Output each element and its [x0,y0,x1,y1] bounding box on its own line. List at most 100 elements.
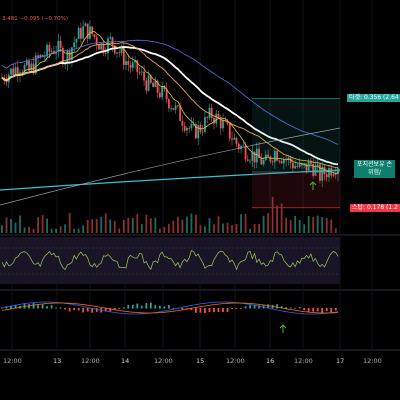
time-axis-tick: 12:00 [154,357,173,365]
candle-body [337,168,339,175]
macd-histogram-bar [41,304,44,309]
candle-body [197,125,200,139]
target-zone [252,98,340,172]
macd-histogram-bar [217,308,220,312]
volume-bar [186,216,188,233]
candle-body [46,44,49,57]
macd-histogram-bar [325,308,328,312]
candle-body [235,137,238,144]
macd-histogram-bar [127,304,130,309]
volume-bar [50,228,53,233]
volume-bar [231,225,233,233]
candle-body [192,123,195,125]
volume-bar [95,219,98,233]
position-label[interactable]: 포지션보유 손 위험/ [354,160,396,178]
volume-bar [149,218,152,233]
volume-bar [55,228,58,233]
volume-bar [280,203,283,233]
candle-body [305,163,308,171]
volume-bar [41,215,44,233]
macd-histogram-bar [303,308,306,311]
candle-body [244,145,247,160]
volume-bar [109,219,112,233]
candle-body [215,113,218,124]
rsi-line [1,249,339,271]
macd-histogram-bar [109,308,112,312]
time-axis-tick: 12:00 [81,357,100,365]
candle-body [280,161,283,164]
volume-bar [113,221,116,233]
candle-body [138,71,141,73]
macd-histogram-bar [145,303,148,309]
macd-histogram-bar [158,305,161,309]
candle-body [19,72,21,76]
macd-histogram-bar [73,308,76,311]
candle-body [143,71,145,81]
volume-bar [23,227,26,233]
candle-body [95,37,98,45]
volume-bar [298,220,301,233]
candle-body [208,107,211,118]
volume-bar [104,213,107,233]
volume-bar [217,216,220,233]
candle-body [98,44,100,50]
volume-bar [316,215,319,233]
candle-body [32,63,35,74]
candle-body [291,162,294,169]
volume-bar [59,226,62,233]
ma-gray-line [0,127,341,206]
candle-body [147,75,150,91]
candle-body [140,71,143,73]
candle-body [152,82,154,88]
macd-histogram-bar [163,306,166,309]
volume-bar [86,219,89,233]
candle-body [104,52,107,54]
candle-body [59,40,62,48]
candle-body [156,80,159,93]
candle-body [64,63,67,65]
volume-bar [199,225,202,233]
volume-bar [330,219,333,233]
candle-body [271,161,274,163]
macd-histogram-bar [267,304,269,309]
macd-histogram-bar [23,303,26,309]
macd-histogram-bar [131,304,134,309]
macd-histogram-bar [298,307,301,309]
stop-label-text: 스탑: 0.178 (1.2 [352,203,398,211]
candle-body [246,159,249,161]
candle-body [289,157,292,163]
volume-bar [276,205,279,233]
candle-body [328,168,330,178]
time-axis-tick: 16 [266,357,275,365]
candle-body [301,163,303,166]
candle-body [206,117,209,118]
candle-body [310,160,312,164]
candle-body [100,43,103,50]
candle-body [325,174,328,178]
macd-histogram-bar [118,308,121,309]
candle-body [174,105,177,110]
macd-histogram-bar [307,308,310,312]
time-axis-tick: 17 [336,357,345,365]
macd-histogram-bar [37,304,39,309]
macd-histogram-bar [136,303,139,309]
candle-body [249,160,251,162]
volume-bar [325,218,328,233]
candle-body [118,52,121,54]
candle-body [154,80,157,88]
macd-histogram-bar [181,308,184,310]
target-price-label[interactable]: 타겟: 0.356 (2.64 [347,94,400,103]
candle-body [43,56,46,58]
candle-body [276,150,279,161]
volume-bar [100,216,103,233]
candle-body [255,148,258,163]
candle-body [273,150,276,162]
macd-histogram-bar [195,308,197,313]
time-axis-tick: 12:00 [3,357,22,365]
candle-body [109,37,112,39]
candle-body [75,38,78,43]
candle-body [210,107,213,119]
stop-price-label[interactable]: 스탑: 0.178 (1.2 [350,203,400,212]
macd-signal-line [1,302,339,314]
